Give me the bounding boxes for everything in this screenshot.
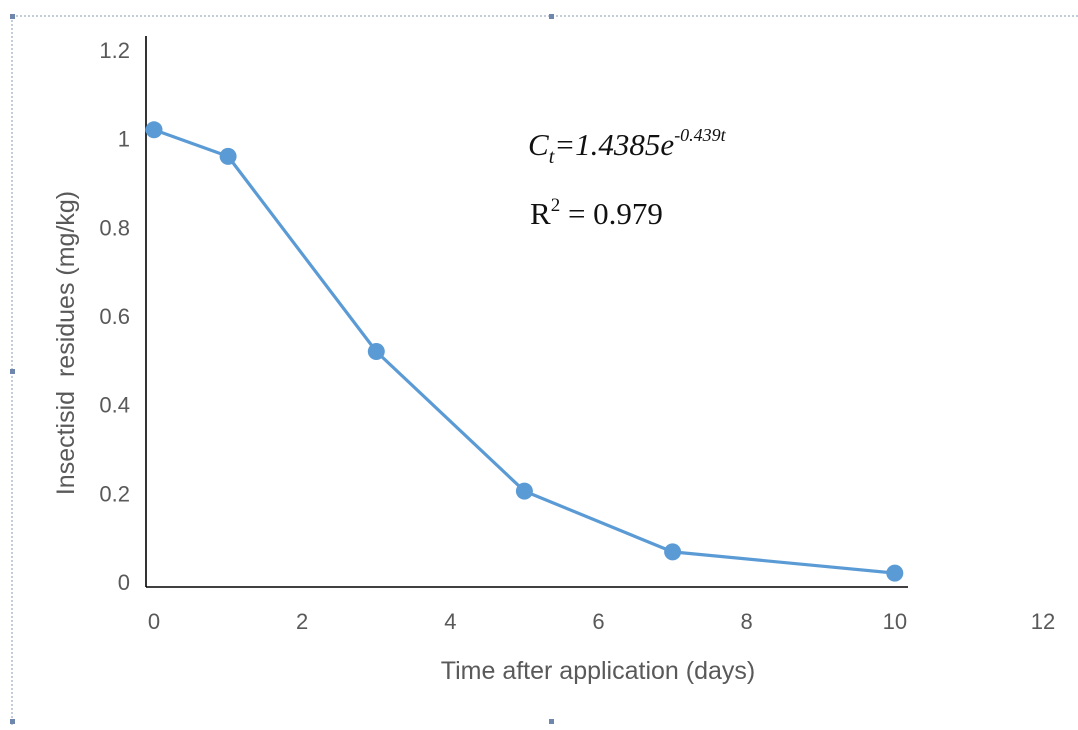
data-point: [367, 343, 385, 360]
resize-handle-bottom-middle[interactable]: [549, 719, 554, 724]
r-squared-annotation: R2 = 0.979: [530, 195, 663, 231]
x-tick-labels: 0 2 4 6 8 10 12: [148, 609, 1055, 634]
y-tick-label: 0.8: [99, 215, 130, 240]
y-tick-labels: 0 0.2 0.4 0.6 0.8 1 1.2: [99, 38, 130, 595]
y-tick-label: 1.2: [99, 38, 130, 63]
equation-subscript: t: [549, 146, 555, 168]
equation-annotation: Ct=1.4385e-0.439t: [528, 125, 727, 168]
y-axis-title: Insectisid residues (mg/kg): [52, 191, 80, 495]
data-point: [886, 564, 904, 582]
series-points: [145, 121, 904, 582]
resize-handle-top-left[interactable]: [10, 14, 15, 19]
x-tick-label: 6: [592, 609, 604, 634]
y-tick-label: 1: [118, 127, 130, 152]
r-squared-prefix: R: [530, 196, 551, 231]
x-tick-label: 0: [148, 609, 160, 634]
data-point: [219, 147, 237, 165]
equation-rhs: =1.4385e: [554, 127, 674, 162]
x-tick-label: 4: [444, 609, 456, 634]
y-tick-label: 0.2: [99, 481, 130, 506]
y-tick-label: 0.4: [99, 393, 130, 418]
r-squared-superscript: 2: [551, 195, 561, 216]
equation-lhs: C: [528, 127, 549, 162]
selection-frame: [10, 14, 1078, 725]
resize-handle-middle-left[interactable]: [10, 369, 15, 374]
data-point: [664, 543, 682, 561]
x-tick-label: 2: [296, 609, 308, 634]
resize-handle-bottom-left[interactable]: [10, 719, 15, 724]
x-tick-label: 8: [741, 609, 753, 634]
y-tick-label: 0.6: [99, 304, 130, 329]
series-line: [153, 128, 895, 575]
y-tick-label: 0: [118, 570, 130, 595]
x-tick-label: 12: [1031, 609, 1055, 634]
x-tick-label: 10: [883, 609, 907, 634]
equation-exponent: -0.439t: [674, 125, 726, 145]
resize-handle-top-middle[interactable]: [549, 14, 554, 19]
data-point: [515, 482, 533, 500]
data-point: [145, 121, 163, 139]
r-squared-value: = 0.979: [560, 196, 663, 231]
x-axis-title: Time after application (days): [441, 657, 755, 685]
